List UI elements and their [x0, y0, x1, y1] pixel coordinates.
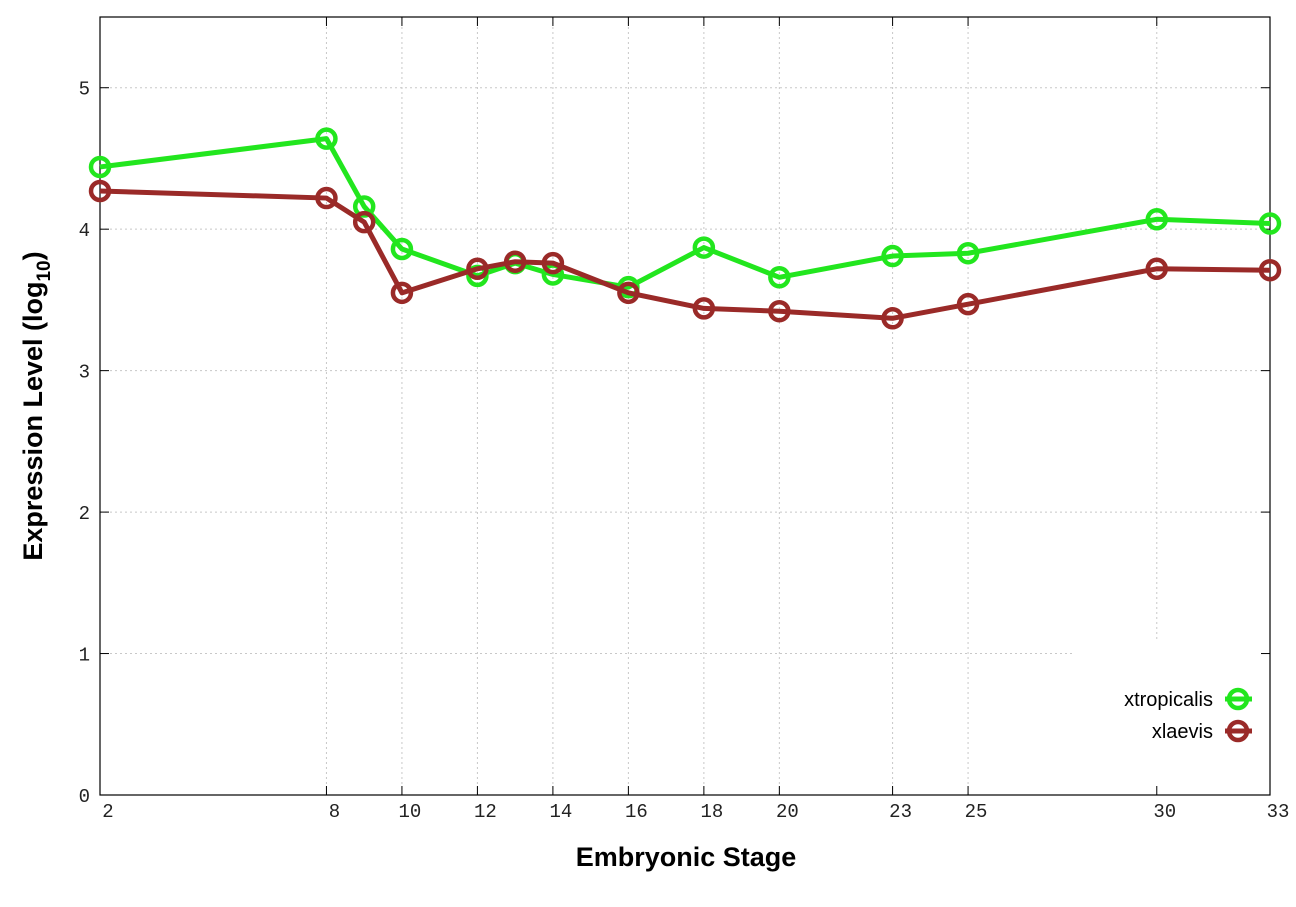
data-point	[881, 307, 904, 330]
y-tick-label: 3	[79, 362, 90, 384]
data-point	[88, 155, 112, 179]
data-point	[315, 127, 338, 150]
legend-label: xtropicalis	[1124, 689, 1213, 711]
data-point	[956, 292, 980, 316]
x-tick-label: 12	[474, 801, 497, 823]
data-point	[88, 179, 112, 203]
series-line	[99, 188, 1271, 321]
y-axis-label-subscript: 10	[34, 260, 55, 281]
legend-box	[1072, 642, 1269, 794]
data-point	[617, 281, 640, 305]
x-tick-label: 14	[549, 801, 572, 823]
data-point	[390, 237, 414, 261]
data-point	[1145, 208, 1169, 231]
x-tick-label: 25	[965, 801, 988, 823]
data-point	[390, 281, 414, 305]
data-point	[1145, 257, 1169, 281]
data-point	[768, 266, 791, 289]
x-tick-label: 8	[329, 801, 340, 823]
y-tick-label: 4	[79, 220, 90, 242]
legend-marker	[1226, 719, 1250, 743]
data-point	[315, 186, 338, 210]
x-tick-label: 30	[1153, 801, 1176, 823]
data-point	[956, 241, 980, 265]
x-tick-label: 2	[102, 801, 113, 823]
y-tick-label: 2	[79, 503, 90, 525]
data-point	[541, 251, 565, 275]
y-tick-label: 5	[79, 79, 90, 101]
y-axis-label-close: )	[18, 251, 48, 260]
data-point	[692, 236, 716, 259]
x-axis-label: Embryonic Stage	[576, 842, 797, 872]
data-point	[1258, 258, 1282, 282]
data-point	[881, 244, 904, 268]
data-point	[352, 210, 376, 234]
y-axis-label-text: Expression Level (log	[18, 282, 48, 561]
legend-marker	[1226, 687, 1250, 711]
x-tick-label: 18	[700, 801, 723, 823]
data-point	[1258, 212, 1282, 235]
y-tick-label: 0	[79, 786, 90, 808]
legend-background	[1072, 642, 1269, 794]
data-point	[466, 257, 489, 281]
plot-frame	[99, 16, 1271, 796]
x-tick-label: 16	[625, 801, 648, 823]
y-axis-label: Expression Level (log10)	[18, 251, 55, 560]
x-tick-label: 10	[399, 801, 422, 823]
y-tick-label: 1	[79, 645, 90, 667]
series-line	[99, 136, 1271, 290]
data-point	[503, 250, 527, 273]
data-point	[692, 297, 716, 320]
data-point	[768, 299, 791, 323]
x-tick-label: 20	[776, 801, 799, 823]
x-tick-label: 33	[1267, 801, 1290, 823]
legend-label: xlaevis	[1152, 721, 1213, 743]
x-tick-label: 23	[889, 801, 912, 823]
data-point	[352, 195, 376, 218]
